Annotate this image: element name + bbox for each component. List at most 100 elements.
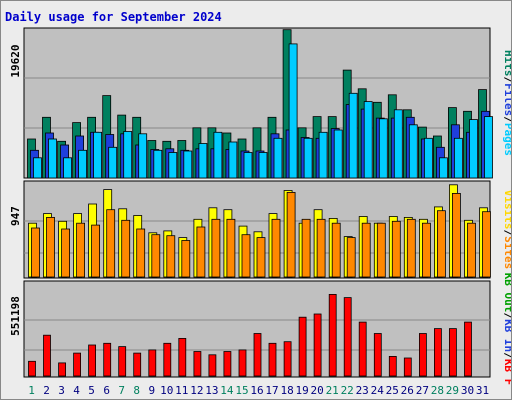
panel-kb-f-in-out-legend: KB Out/KB In/KB F [502,273,511,386]
bar-pages-day-21 [333,129,343,179]
bar-pages-day-30 [469,119,478,179]
bar-kb-f-day-11 [178,337,187,377]
x-tick-label-day-15: 15 [235,384,248,397]
x-tick-label-day-28: 28 [431,384,444,397]
bar-sites-day-12 [196,226,206,278]
x-tick-label-day-8: 8 [133,384,140,397]
bar-sites-day-6 [106,209,116,278]
x-tick-label-day-18: 18 [280,384,293,397]
chart-title: Daily usage for September 2024 [5,10,222,24]
bar-kb-f-day-25 [388,355,397,377]
legend-entry: Visits [502,190,511,230]
bar-sites-day-2 [46,216,55,278]
x-tick-label-day-10: 10 [160,384,173,397]
bar-kb-f-day-21 [328,293,337,377]
bar-sites-day-14 [226,218,236,278]
x-tick-label-day-22: 22 [341,384,354,397]
bar-kb-f-day-9 [148,349,157,377]
bar-sites-day-16 [256,237,266,278]
bar-pages-day-31 [484,116,493,179]
x-tick-label-day-2: 2 [43,384,50,397]
bar-sites-day-25 [391,220,401,278]
panel-kb-f-in-out-ymax-label: 551198 [9,296,22,336]
bar-kb-f-day-16 [253,333,262,377]
bar-pages-day-14 [228,141,238,179]
bar-kb-f-day-3 [58,362,66,377]
bar-kb-f-day-27 [418,333,427,377]
panel-visits-sites-legend: Visits/Sites [502,190,511,270]
legend-entry: KB In [502,319,511,352]
bar-pages-day-25 [393,109,403,179]
x-tick-label-day-1: 1 [28,384,35,397]
bar-kb-f-day-24 [373,333,382,377]
bar-pages-day-22 [348,92,358,179]
bar-sites-day-5 [91,224,100,278]
bar-kb-f-day-2 [43,334,51,377]
bar-sites-day-10 [166,235,176,278]
bar-pages-day-13 [213,131,223,179]
legend-entry: Pages [502,123,511,156]
bar-sites-day-26 [406,218,416,278]
x-tick-label-day-3: 3 [58,384,65,397]
bar-pages-day-29 [453,137,463,179]
x-tick-label-day-31: 31 [476,384,489,397]
x-tick-label-day-4: 4 [73,384,80,397]
bar-sites-day-29 [451,192,461,278]
bar-kb-f-day-22 [343,297,352,377]
bar-pages-day-6 [108,146,118,179]
bar-sites-day-21 [331,222,341,278]
bar-kb-f-day-15 [238,349,247,377]
bar-sites-day-9 [151,234,161,278]
bar-sites-day-15 [241,234,251,278]
bar-kb-f-day-10 [163,342,172,377]
legend-entry: / [502,77,511,84]
panel-visits-sites-ymax-label: 947 [9,206,22,226]
x-tick-label-day-30: 30 [461,384,474,397]
x-tick-label-day-11: 11 [175,384,188,397]
bar-pages-day-5 [93,131,102,179]
bar-pages-day-28 [438,157,448,179]
bar-kb-f-day-14 [223,351,232,377]
bar-kb-f-day-4 [73,352,81,377]
bar-kb-f-day-5 [88,344,96,377]
bar-kb-f-day-20 [313,313,322,377]
bar-sites-day-4 [76,222,85,278]
bar-sites-day-18 [286,191,296,278]
x-tick-label-day-12: 12 [190,384,203,397]
bar-sites-day-3 [61,228,70,278]
x-tick-label-day-17: 17 [265,384,278,397]
bar-kb-f-day-29 [448,328,457,377]
bar-kb-f-day-7 [118,346,127,377]
legend-entry: KB F [502,359,511,386]
x-tick-label-day-21: 21 [326,384,339,397]
bar-pages-day-9 [153,149,163,179]
x-tick-label-day-27: 27 [416,384,429,397]
x-tick-label-day-14: 14 [220,384,234,397]
bar-sites-day-28 [436,210,446,278]
legend-entry: Sites [502,236,511,269]
bar-pages-day-20 [318,131,328,179]
bar-sites-day-30 [467,222,476,278]
bar-pages-day-24 [378,118,388,179]
legend-entry: / [502,230,511,237]
bar-pages-day-2 [48,138,57,179]
bar-kb-f-day-12 [193,351,202,377]
bar-pages-day-1 [33,157,42,179]
x-tick-label-day-19: 19 [295,384,308,397]
legend-entry: / [502,116,511,123]
bar-pages-day-12 [198,143,208,179]
bar-kb-f-day-13 [208,354,217,377]
bar-sites-day-13 [211,218,221,278]
bar-pages-day-7 [123,131,133,179]
bar-kb-f-day-30 [464,321,472,377]
bar-sites-day-22 [346,237,356,278]
bar-sites-day-23 [361,222,371,278]
bar-pages-day-4 [78,149,87,179]
bar-pages-day-26 [408,124,418,179]
bar-sites-day-7 [121,219,131,278]
bar-pages-day-27 [423,137,433,179]
bar-pages-day-23 [363,101,373,179]
bar-sites-day-24 [376,222,386,278]
bar-sites-day-1 [31,227,40,278]
bar-kb-f-day-1 [28,360,36,377]
